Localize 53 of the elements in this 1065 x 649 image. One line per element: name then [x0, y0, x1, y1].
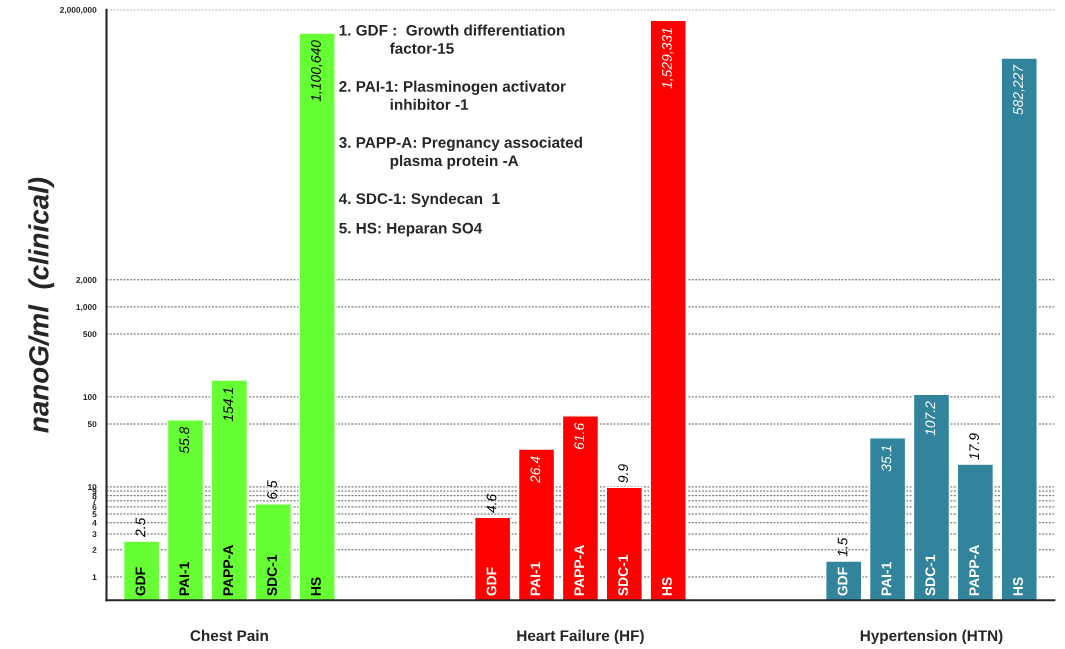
x-tick-label: PAI-1 — [881, 562, 892, 596]
data-label: 2.5 — [135, 517, 146, 538]
y-tick-label: 2 — [92, 547, 97, 553]
y-tick-label: 5 — [92, 511, 97, 518]
x-tick-label: GDF — [837, 567, 848, 596]
data-label: 35.1 — [881, 445, 892, 472]
x-tick-label: HS — [662, 577, 672, 596]
y-tick-label: 4 — [92, 520, 97, 526]
x-tick-label: PAPP-A — [223, 545, 233, 596]
y-tick-label: 10 — [88, 484, 97, 491]
annotation: 1. GDF : Growth differentiation factor-15 — [339, 24, 565, 54]
x-tick-label: PAPP-A — [574, 545, 585, 596]
y-tick-label: 7 — [92, 498, 97, 504]
data-label: 9.9 — [618, 464, 629, 483]
y-tick-label: 1 — [92, 574, 97, 580]
x-tick-label: PAPP-A — [969, 545, 979, 596]
data-label: 55.8 — [179, 426, 190, 454]
y-tick-label: 2,000 — [76, 276, 97, 285]
x-tick-label: SDC-1 — [925, 554, 936, 596]
data-label: 6.5 — [267, 480, 277, 499]
x-tick-label: PAI-1 — [530, 562, 541, 596]
annotation: 3. PAPP-A: Pregnancy associated plasma protein -A — [339, 136, 582, 170]
data-label: 154.1 — [223, 388, 234, 422]
series-label: Chest Pain — [190, 629, 268, 642]
data-label: 107.2 — [925, 401, 936, 436]
data-label: 17.9 — [969, 433, 980, 460]
x-tick-label: SDC-1 — [618, 554, 629, 596]
x-tick-label: GDF — [486, 567, 497, 596]
series-label: Heart Failure (HF) — [517, 629, 644, 645]
data-label: 61.6 — [574, 422, 585, 450]
data-label: 1,529,331 — [662, 28, 674, 89]
x-tick-label: SDC-1 — [267, 554, 277, 596]
y-tick-label: 100 — [83, 394, 97, 401]
data-label: 1,100,640 — [311, 40, 323, 102]
x-tick-label: PAI-1 — [179, 562, 190, 596]
annotation: 2. PAI-1: Plasminogen activator inhibitor -1 — [339, 80, 566, 111]
annotation: 5. HS: Heparan SO4 — [339, 222, 483, 237]
x-tick-label: HS — [311, 577, 321, 596]
y-tick-label: 6 — [92, 504, 97, 511]
x-tick-label: HS — [1013, 577, 1023, 596]
x-tick-label: GDF — [135, 567, 146, 596]
data-label: 4.6 — [486, 493, 497, 514]
y-tick-label: 3 — [92, 531, 97, 538]
y-axis-title: nanoG/ml (clinical) — [28, 177, 55, 433]
y-tick-label: 2,000,000 — [60, 6, 97, 15]
y-tick-label: 50 — [87, 421, 97, 428]
data-label: 582,227 — [1013, 64, 1025, 115]
annotation: 4. SDC-1: Syndecan 1 — [338, 192, 500, 208]
y-tick-label: 1,000 — [76, 304, 97, 312]
data-label: 26.4 — [530, 456, 541, 484]
y-tick-label: 500 — [83, 331, 97, 338]
data-label: 1.5 — [837, 537, 848, 557]
series-label: Hypertension (HTN) — [860, 629, 1003, 645]
